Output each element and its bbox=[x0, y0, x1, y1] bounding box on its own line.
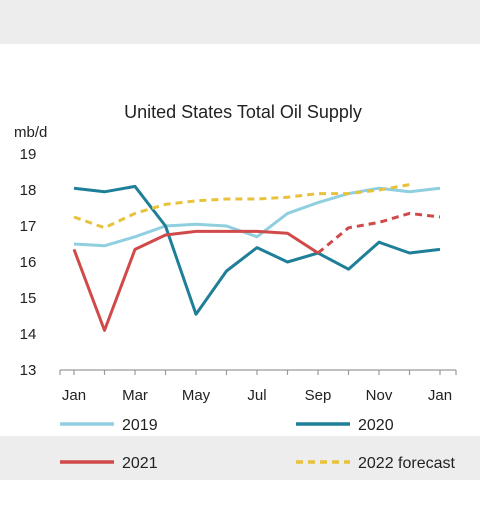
y-tick-label: 13 bbox=[20, 362, 37, 379]
x-tick-label: Sep bbox=[305, 387, 332, 404]
x-tick-label: Jan bbox=[428, 387, 452, 404]
y-tick-label: 17 bbox=[20, 218, 37, 235]
legend-label: 2022 forecast bbox=[358, 455, 456, 472]
chart-page: United States Total Oil Supply mb/d 13 14… bbox=[0, 0, 480, 480]
x-tick-label: Mar bbox=[122, 387, 148, 404]
y-tick-label: 16 bbox=[20, 254, 37, 271]
legend-label: 2020 bbox=[358, 417, 394, 434]
y-tick-label: 14 bbox=[20, 326, 37, 343]
series-line-2021-dashed bbox=[317, 211, 441, 255]
y-tick-label: 15 bbox=[20, 290, 37, 307]
x-tick-label: Jul bbox=[247, 387, 266, 404]
x-tick-label: Jan bbox=[62, 387, 86, 404]
series-line-2020 bbox=[73, 184, 441, 316]
x-tick-label: May bbox=[182, 387, 211, 404]
series-line-2022-forecast-dashed bbox=[73, 183, 410, 230]
line-chart: United States Total Oil Supply mb/d 13 14… bbox=[14, 102, 457, 472]
x-tick-label: Nov bbox=[366, 387, 393, 404]
chart-title: United States Total Oil Supply bbox=[124, 102, 362, 122]
series-line-2019 bbox=[73, 186, 441, 248]
legend: 2019 2020 2021 2022 forecast bbox=[60, 417, 456, 472]
y-tick-label: 19 bbox=[20, 146, 37, 163]
series-line-2021 bbox=[72, 229, 319, 332]
y-tick-label: 18 bbox=[20, 182, 37, 199]
series-layer bbox=[72, 183, 441, 332]
y-axis-unit-label: mb/d bbox=[14, 124, 47, 141]
axes: 13 14 15 16 17 18 19 Jan Mar May Jul Sep Nov Jan bbox=[20, 146, 457, 404]
legend-label: 2021 bbox=[122, 455, 158, 472]
legend-label: 2019 bbox=[122, 417, 158, 434]
